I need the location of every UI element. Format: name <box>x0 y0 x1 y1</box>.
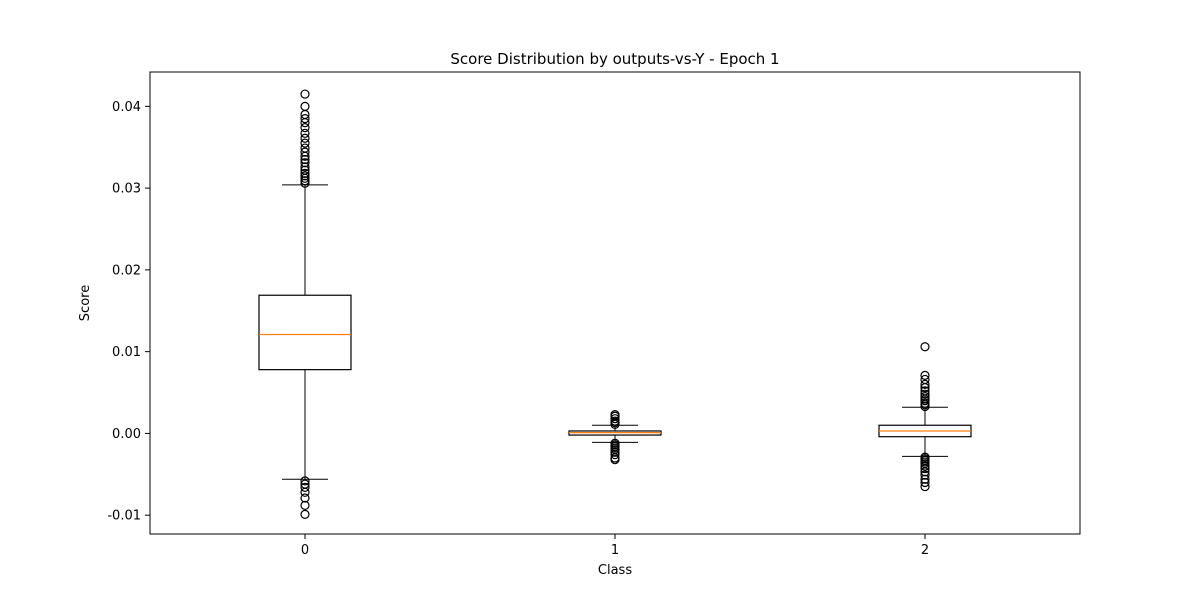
outlier-point <box>610 410 620 420</box>
outlier-point <box>300 165 310 175</box>
outlier-point <box>300 500 310 510</box>
x-axis-label: Class <box>598 563 632 578</box>
axis-ticks: 0 1 2 -0.01 0.00 0.01 0.02 0.03 0.04 <box>107 100 929 558</box>
outlier-point <box>920 477 930 488</box>
outlier-point <box>920 398 930 408</box>
outlier-point <box>610 450 620 460</box>
outlier-point <box>300 178 310 188</box>
outlier-point <box>300 89 310 99</box>
x-tick-label: 1 <box>611 543 619 558</box>
y-tick-label: 0.01 <box>112 345 141 360</box>
outlier-point <box>300 138 310 148</box>
y-axis-label: Score <box>78 285 93 321</box>
y-tick-label: 0.03 <box>112 182 141 197</box>
outlier-point <box>300 114 310 124</box>
outlier-point <box>300 476 310 486</box>
outlier-point <box>610 447 620 457</box>
outlier-point <box>300 171 310 181</box>
outlier-point <box>610 454 620 465</box>
outlier-point <box>920 342 930 352</box>
y-tick-label: 0.02 <box>112 263 141 278</box>
outlier-point <box>300 487 310 497</box>
outlier-point <box>300 133 310 143</box>
outlier-point <box>610 416 620 426</box>
x-tick-label: 2 <box>921 543 929 558</box>
plot-area <box>258 89 972 519</box>
outlier-point <box>920 470 930 480</box>
box-group-class-0 <box>258 89 352 519</box>
iqr-box <box>258 294 352 371</box>
outlier-point <box>300 143 310 153</box>
outlier-point <box>610 414 620 424</box>
outlier-point <box>920 370 930 380</box>
y-tick-label: 0.00 <box>112 427 141 442</box>
outlier-point <box>300 101 310 111</box>
y-tick-label: 0.04 <box>112 100 141 115</box>
outlier-point <box>300 154 310 165</box>
outlier-point <box>300 147 310 157</box>
y-tick-label: -0.01 <box>107 509 141 524</box>
chart-title: Score Distribution by outputs-vs-Y - Epo… <box>450 50 779 68</box>
outlier-point <box>920 463 930 474</box>
outlier-point <box>920 389 930 399</box>
box-group-class-1 <box>568 410 662 465</box>
outlier-point <box>300 128 310 138</box>
outlier-point <box>300 123 310 133</box>
outlier-point <box>300 493 310 503</box>
outlier-point <box>920 461 930 471</box>
outlier-point <box>300 482 310 492</box>
plot-frame <box>149 71 1081 535</box>
outlier-point <box>300 509 310 519</box>
outlier-point <box>300 176 310 186</box>
outlier-point <box>300 162 310 172</box>
outlier-point <box>920 379 930 389</box>
outlier-point <box>300 158 310 168</box>
outlier-point <box>920 392 930 402</box>
outlier-point <box>920 474 930 484</box>
x-tick-label: 0 <box>301 543 309 558</box>
outlier-point <box>920 386 930 396</box>
outlier-point <box>920 467 930 477</box>
outlier-point <box>920 374 930 385</box>
box-group-class-2 <box>878 342 972 492</box>
outlier-point <box>920 481 930 492</box>
outlier-point <box>300 168 310 178</box>
